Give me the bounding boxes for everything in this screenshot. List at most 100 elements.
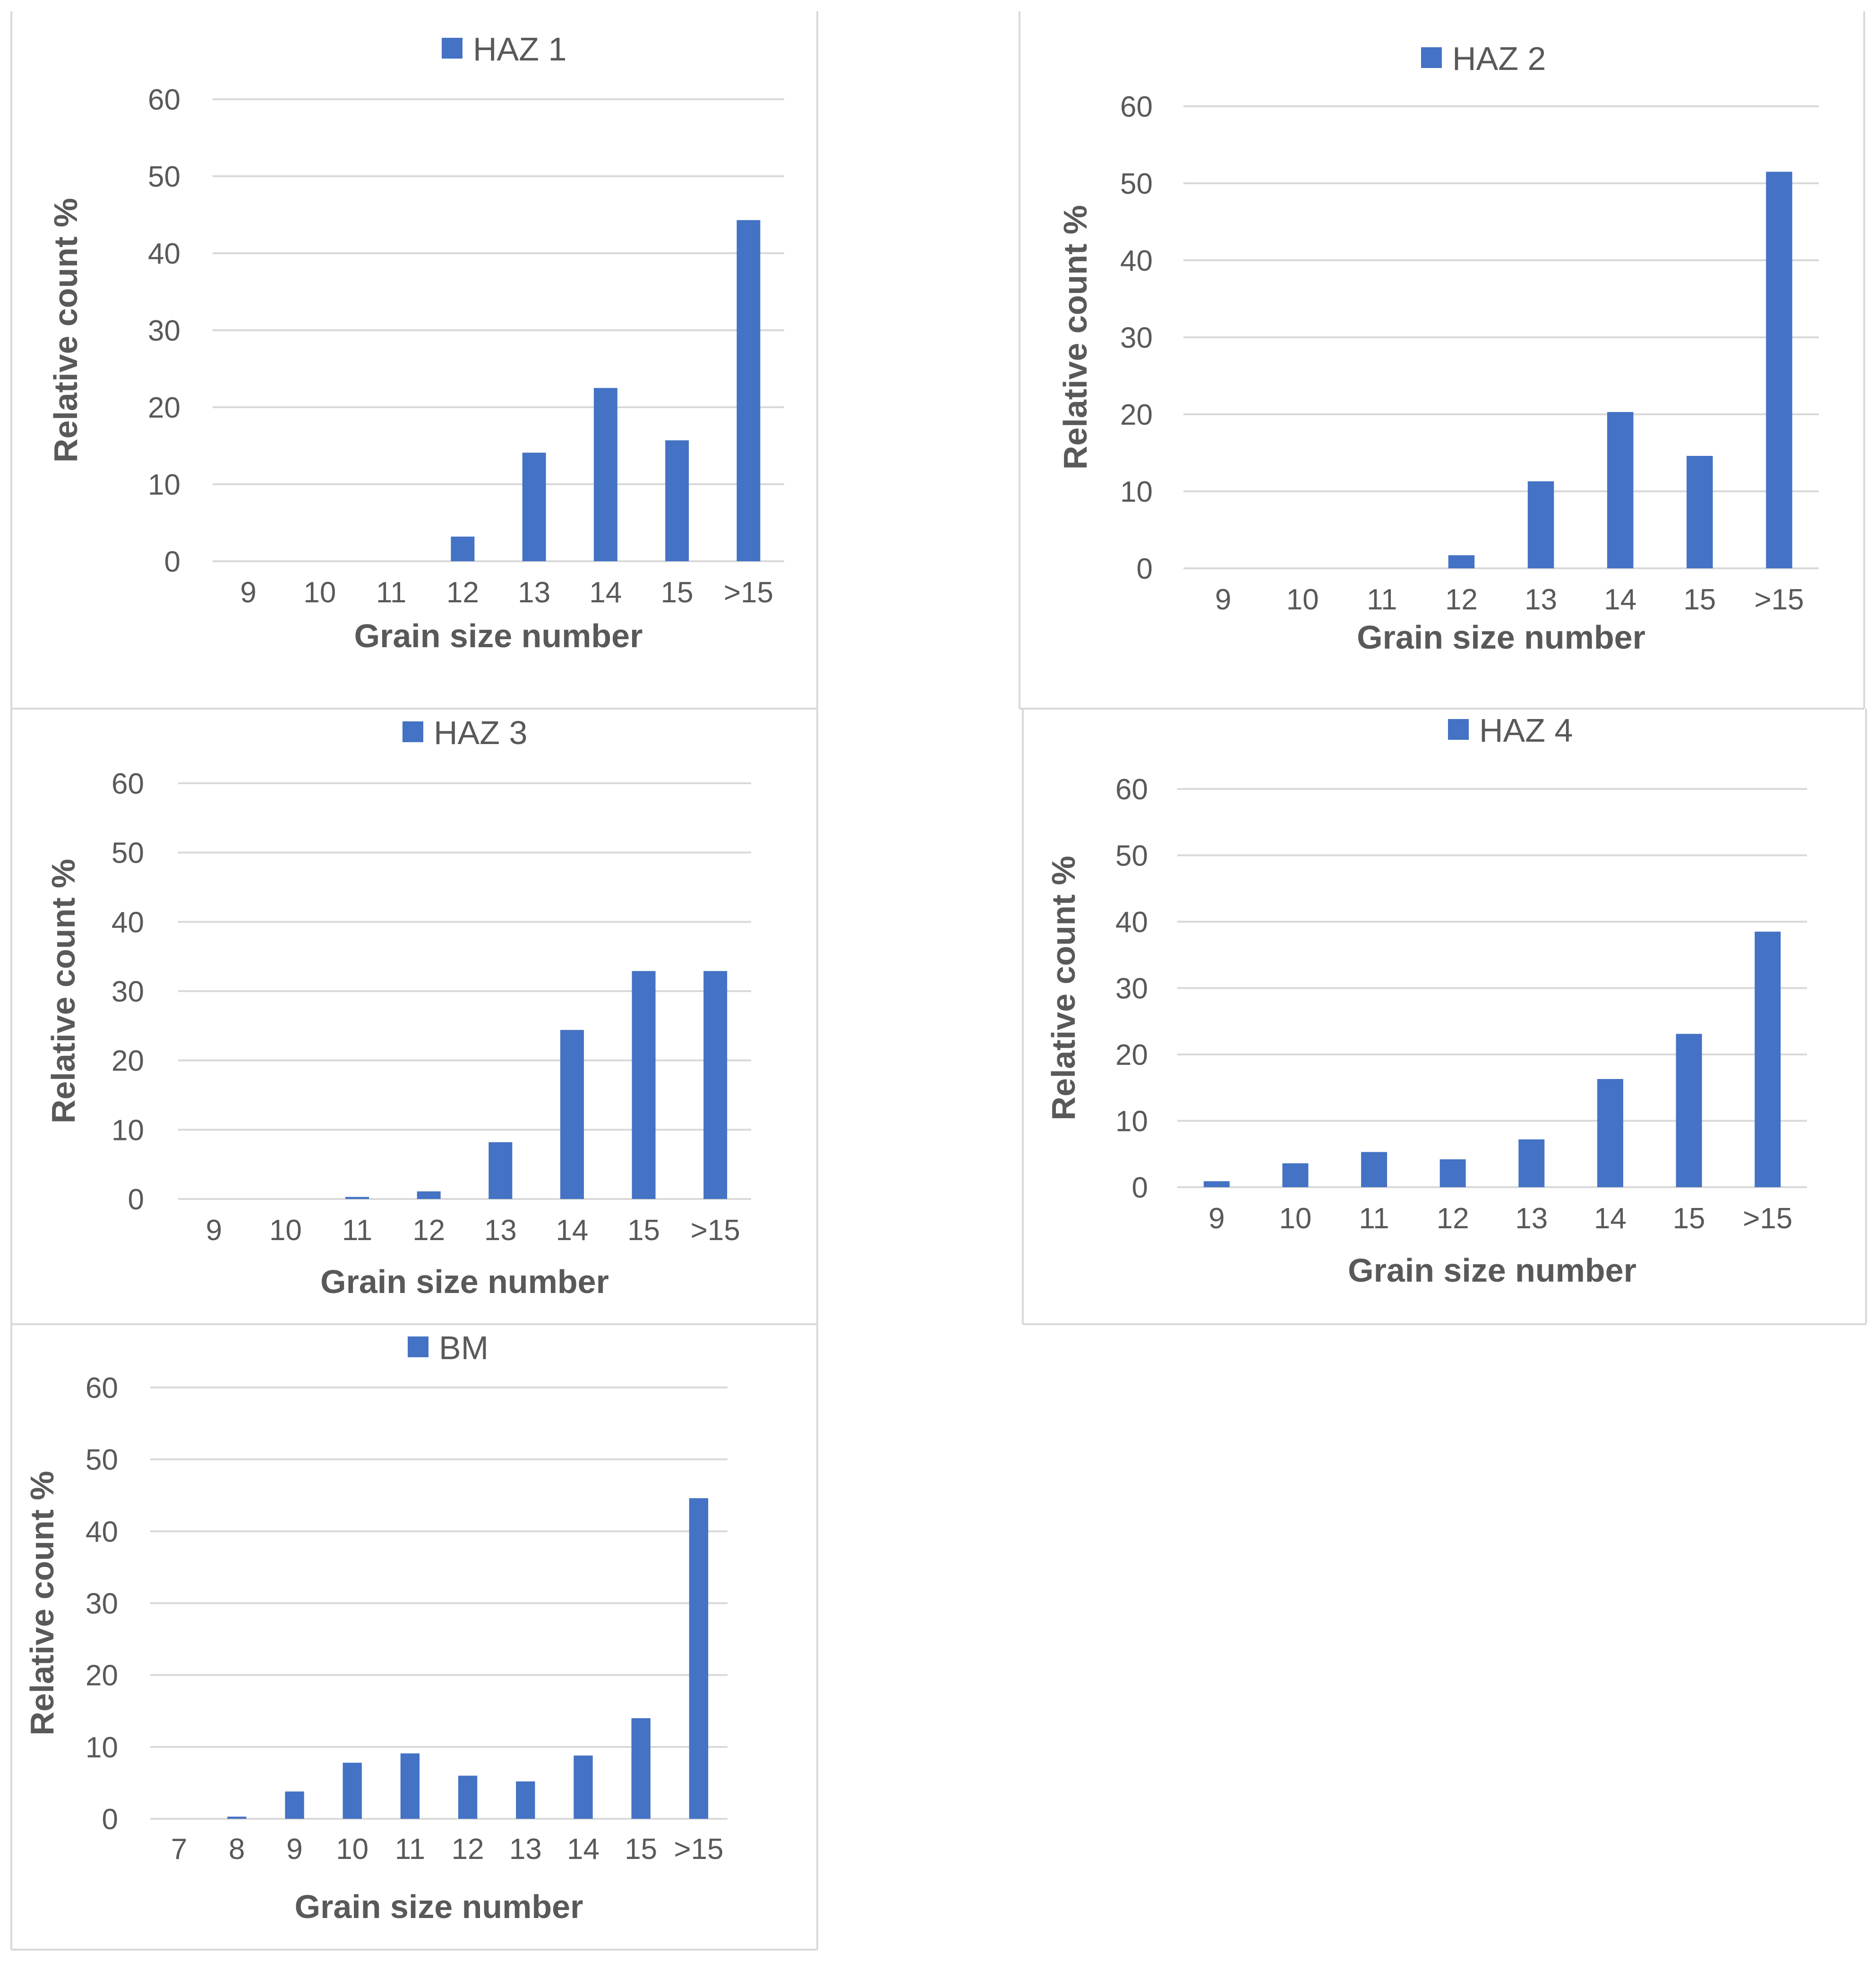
- x-axis-title: Grain size number: [1357, 619, 1645, 656]
- x-tick-label: >15: [1754, 583, 1804, 616]
- x-tick-label: 10: [269, 1214, 302, 1247]
- bar-13: [1527, 481, 1554, 568]
- y-tick-label: 0: [128, 1183, 144, 1216]
- y-tick-label: 30: [1115, 973, 1148, 1005]
- legend-label: BM: [439, 1329, 488, 1366]
- x-tick-label: 9: [206, 1214, 222, 1247]
- x-tick-label: 10: [1279, 1202, 1311, 1235]
- chart-bm: 7 8 9 10 11 12 13 14 15 >15 0 10 20 30 40 50 60 Grain si…: [10, 1324, 818, 1951]
- bar-11: [400, 1753, 420, 1819]
- y-tick-label: 20: [111, 1045, 144, 1078]
- y-tick-label: 60: [1120, 91, 1153, 123]
- y-tick-label: 0: [1137, 553, 1153, 585]
- y-tick-label: 0: [1132, 1172, 1148, 1204]
- y-tick-label: 60: [148, 84, 180, 116]
- bar-12: [458, 1775, 478, 1819]
- y-tick-label: 0: [102, 1803, 118, 1836]
- y-tick-label: 50: [1120, 168, 1153, 200]
- x-tick-label: 9: [1215, 583, 1231, 616]
- legend-swatch: [1448, 719, 1469, 740]
- x-tick-label: 13: [518, 576, 550, 609]
- x-tick-label: 10: [336, 1833, 368, 1866]
- x-tick-label: 13: [1515, 1202, 1548, 1235]
- x-tick-label: 12: [452, 1833, 484, 1866]
- x-tick-label: 10: [1286, 583, 1319, 616]
- x-axis-title: Grain size number: [1348, 1252, 1636, 1289]
- legend-label: HAZ 3: [434, 714, 527, 751]
- x-tick-label: 10: [303, 576, 336, 609]
- chart-haz1: 9 10 11 12 13 14 15 >15 0 10 20 30 40 50 60 Grain size…: [10, 11, 818, 710]
- x-tick-label: 8: [229, 1833, 245, 1866]
- x-tick-label: 9: [286, 1833, 302, 1866]
- y-tick-label: 0: [164, 546, 180, 578]
- legend-swatch: [403, 721, 423, 742]
- bar-14: [574, 1755, 593, 1819]
- bar->15: [737, 220, 761, 561]
- bar-11: [1361, 1152, 1388, 1187]
- bar-15: [631, 1718, 651, 1819]
- y-tick-label: 10: [86, 1731, 118, 1764]
- bar->15: [1766, 171, 1792, 568]
- y-tick-label: 50: [111, 837, 144, 870]
- x-tick-label: 12: [1437, 1202, 1469, 1235]
- y-tick-label: 40: [1115, 906, 1148, 939]
- y-tick-label: 50: [86, 1444, 118, 1476]
- y-tick-label: 60: [111, 768, 144, 800]
- x-tick-label: 11: [342, 1214, 372, 1247]
- x-tick-label: 14: [556, 1214, 588, 1247]
- x-tick-label: 15: [627, 1214, 660, 1247]
- y-tick-label: 10: [1115, 1105, 1148, 1138]
- y-tick-label: 30: [1120, 322, 1153, 354]
- bar-10: [1282, 1163, 1309, 1187]
- legend-label: HAZ 1: [473, 31, 566, 68]
- x-tick-label: 14: [1604, 583, 1636, 616]
- bar-13: [516, 1781, 535, 1819]
- y-tick-label: 40: [86, 1516, 118, 1548]
- bar-15: [632, 971, 656, 1199]
- x-tick-label: 11: [376, 576, 406, 609]
- chart-haz2: 9 10 11 12 13 14 15 >15 0 10 20 30 40 50 60 Grain size…: [1019, 11, 1865, 710]
- bar-9: [285, 1791, 304, 1819]
- x-tick-label: 11: [1359, 1202, 1389, 1235]
- bar-15: [1687, 456, 1713, 568]
- y-tick-label: 10: [1120, 476, 1153, 508]
- x-tick-label: 12: [412, 1214, 445, 1247]
- y-tick-label: 20: [1120, 399, 1153, 431]
- bar->15: [689, 1498, 709, 1819]
- bar-13: [522, 453, 546, 561]
- x-tick-label: 14: [567, 1833, 600, 1866]
- bar-12: [451, 536, 475, 561]
- y-tick-label: 40: [111, 906, 144, 939]
- y-tick-label: 20: [86, 1660, 118, 1692]
- x-tick-label: >15: [674, 1833, 723, 1866]
- x-axis-title: Grain size number: [354, 617, 643, 654]
- y-tick-label: 20: [1115, 1039, 1148, 1071]
- legend-label: HAZ 4: [1479, 712, 1573, 749]
- legend-label: HAZ 2: [1452, 40, 1546, 77]
- bar-10: [343, 1763, 362, 1819]
- bar-14: [593, 388, 617, 561]
- bar-14: [1597, 1079, 1623, 1187]
- y-axis-title: Relative count %: [47, 198, 84, 462]
- y-tick-label: 40: [1120, 245, 1153, 277]
- x-tick-label: 12: [446, 576, 479, 609]
- y-tick-label: 20: [148, 392, 180, 424]
- x-tick-label: 9: [1208, 1202, 1225, 1235]
- y-tick-label: 60: [1115, 773, 1148, 806]
- y-tick-label: 10: [111, 1114, 144, 1147]
- bar-9: [1203, 1181, 1230, 1187]
- x-tick-label: 15: [625, 1833, 657, 1866]
- x-tick-label: >15: [691, 1214, 740, 1247]
- x-tick-label: 13: [1525, 583, 1557, 616]
- y-axis-title: Relative count %: [45, 859, 82, 1123]
- x-tick-label: 13: [509, 1833, 542, 1866]
- y-tick-label: 50: [148, 161, 180, 193]
- bar->15: [703, 971, 728, 1199]
- bar-8: [227, 1816, 247, 1819]
- y-axis-title: Relative count %: [1045, 856, 1082, 1120]
- y-tick-label: 50: [1115, 840, 1148, 873]
- x-tick-label: 11: [1367, 583, 1397, 616]
- x-tick-label: >15: [724, 576, 773, 609]
